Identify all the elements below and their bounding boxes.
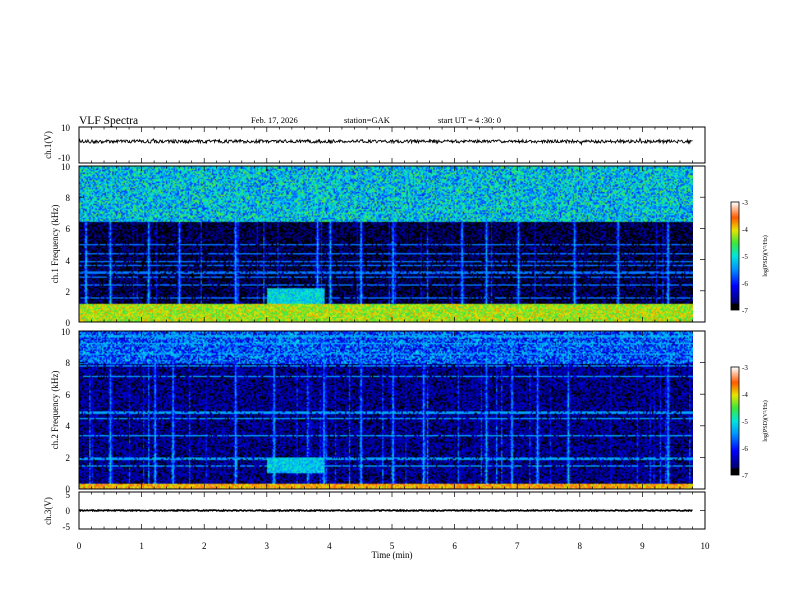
ch1-waveform-ylabel: ch.1(V) — [43, 131, 53, 159]
ch1-cbar-tick-m6: -6 — [742, 280, 748, 288]
ch1-freq-tick-4: 4 — [66, 256, 71, 266]
time-tick-10: 10 — [701, 541, 711, 551]
time-axis-label: Time (min) — [372, 550, 413, 560]
ch2-colorbar-label: log(PSD)(V²/Hz) — [762, 400, 769, 441]
ch2-cbar-tick-m3: -3 — [742, 364, 748, 372]
time-tick-2: 2 — [202, 541, 207, 551]
ch1-colorbar-frame — [730, 201, 740, 311]
ch2-cbar-tick-m6: -6 — [742, 445, 748, 453]
ch1-freq-tick-10: 10 — [61, 162, 71, 172]
ch2-colorbar-gradient — [731, 367, 739, 475]
ch2-freq-tick-0: 0 — [66, 484, 71, 494]
station-label: station=GAK — [344, 115, 391, 125]
ch1-cbar-tick-m3: -3 — [742, 199, 748, 207]
ch1-freq-tick-8: 8 — [66, 193, 71, 203]
ch2-cbar-tick-m5: -5 — [742, 418, 748, 426]
ch3-waveform-panel: 5 0 -5 ch.3(V) — [43, 490, 706, 532]
ch2-freq-tick-10: 10 — [61, 327, 71, 337]
ch1-colorbar: -3 -4 -5 -6 -7 log(PSD)(V²/Hz) — [730, 199, 769, 315]
time-tick-6: 6 — [452, 541, 457, 551]
ch2-colorbar-frame — [730, 366, 740, 476]
time-tick-3: 3 — [265, 541, 270, 551]
figure-title: VLF Spectra — [79, 115, 138, 127]
ch1-freq-tick-6: 6 — [66, 224, 71, 234]
start-ut-label: start UT = 4 :30: 0 — [438, 115, 501, 125]
ch1-colorbar-gradient — [731, 202, 739, 310]
time-tick-8: 8 — [578, 541, 583, 551]
ch1-waveform-frame — [78, 126, 706, 164]
date-label: Feb. 17, 2026 — [251, 115, 298, 125]
ch1-waveform-panel: 10 -10 ch.1(V) — [43, 123, 706, 164]
ch1-ytick-bottom: -10 — [58, 153, 70, 163]
time-tick-9: 9 — [640, 541, 645, 551]
ch1-spectrogram-image — [79, 166, 693, 322]
ch2-spectrogram-panel: 10 8 6 4 2 0 ch.2 Frequency (kHz) — [50, 327, 706, 494]
time-axis: 0 1 2 3 4 5 6 7 8 9 10 Time (min) — [77, 541, 710, 560]
ch2-freq-tick-8: 8 — [66, 358, 71, 368]
ch1-waveform-trace — [78, 137, 693, 147]
ch1-spectrogram-panel: 10 8 6 4 2 0 ch.1 Frequency (kHz) — [50, 162, 706, 328]
ch1-freq-tick-0: 0 — [66, 318, 71, 328]
ch2-cbar-tick-m4: -4 — [742, 391, 748, 399]
time-tick-4: 4 — [327, 541, 332, 551]
ch2-spectrogram-ylabel: ch.2 Frequency (kHz) — [50, 371, 60, 450]
time-tick-0: 0 — [77, 541, 82, 551]
ch1-colorbar-label: log(PSD)(V²/Hz) — [762, 235, 769, 276]
ch1-cbar-tick-m5: -5 — [742, 253, 748, 261]
ch2-freq-tick-2: 2 — [66, 453, 71, 463]
ch3-waveform-trace — [78, 508, 693, 513]
time-tick-1: 1 — [139, 541, 144, 551]
ch1-ytick-top: 10 — [61, 123, 71, 133]
ch1-spectrogram-ylabel: ch.1 Frequency (kHz) — [50, 205, 60, 284]
ch1-cbar-tick-m7: -7 — [742, 307, 748, 315]
ch2-cbar-tick-m7: -7 — [742, 472, 748, 480]
ch1-cbar-tick-m4: -4 — [742, 226, 748, 234]
ch2-freq-tick-6: 6 — [66, 390, 71, 400]
time-tick-7: 7 — [515, 541, 520, 551]
ch1-freq-tick-2: 2 — [66, 287, 71, 297]
ch2-spectrogram-image — [79, 331, 693, 489]
ch2-freq-tick-4: 4 — [66, 421, 71, 431]
ch2-colorbar: -3 -4 -5 -6 -7 log(PSD)(V²/Hz) — [730, 364, 769, 480]
ch3-ytick-mid: 0 — [66, 506, 71, 516]
ch3-ytick-bottom: -5 — [63, 522, 71, 532]
ch3-waveform-ylabel: ch.3(V) — [43, 497, 53, 525]
time-tick-5: 5 — [390, 541, 395, 551]
ch3-ytick-top: 5 — [66, 490, 71, 500]
